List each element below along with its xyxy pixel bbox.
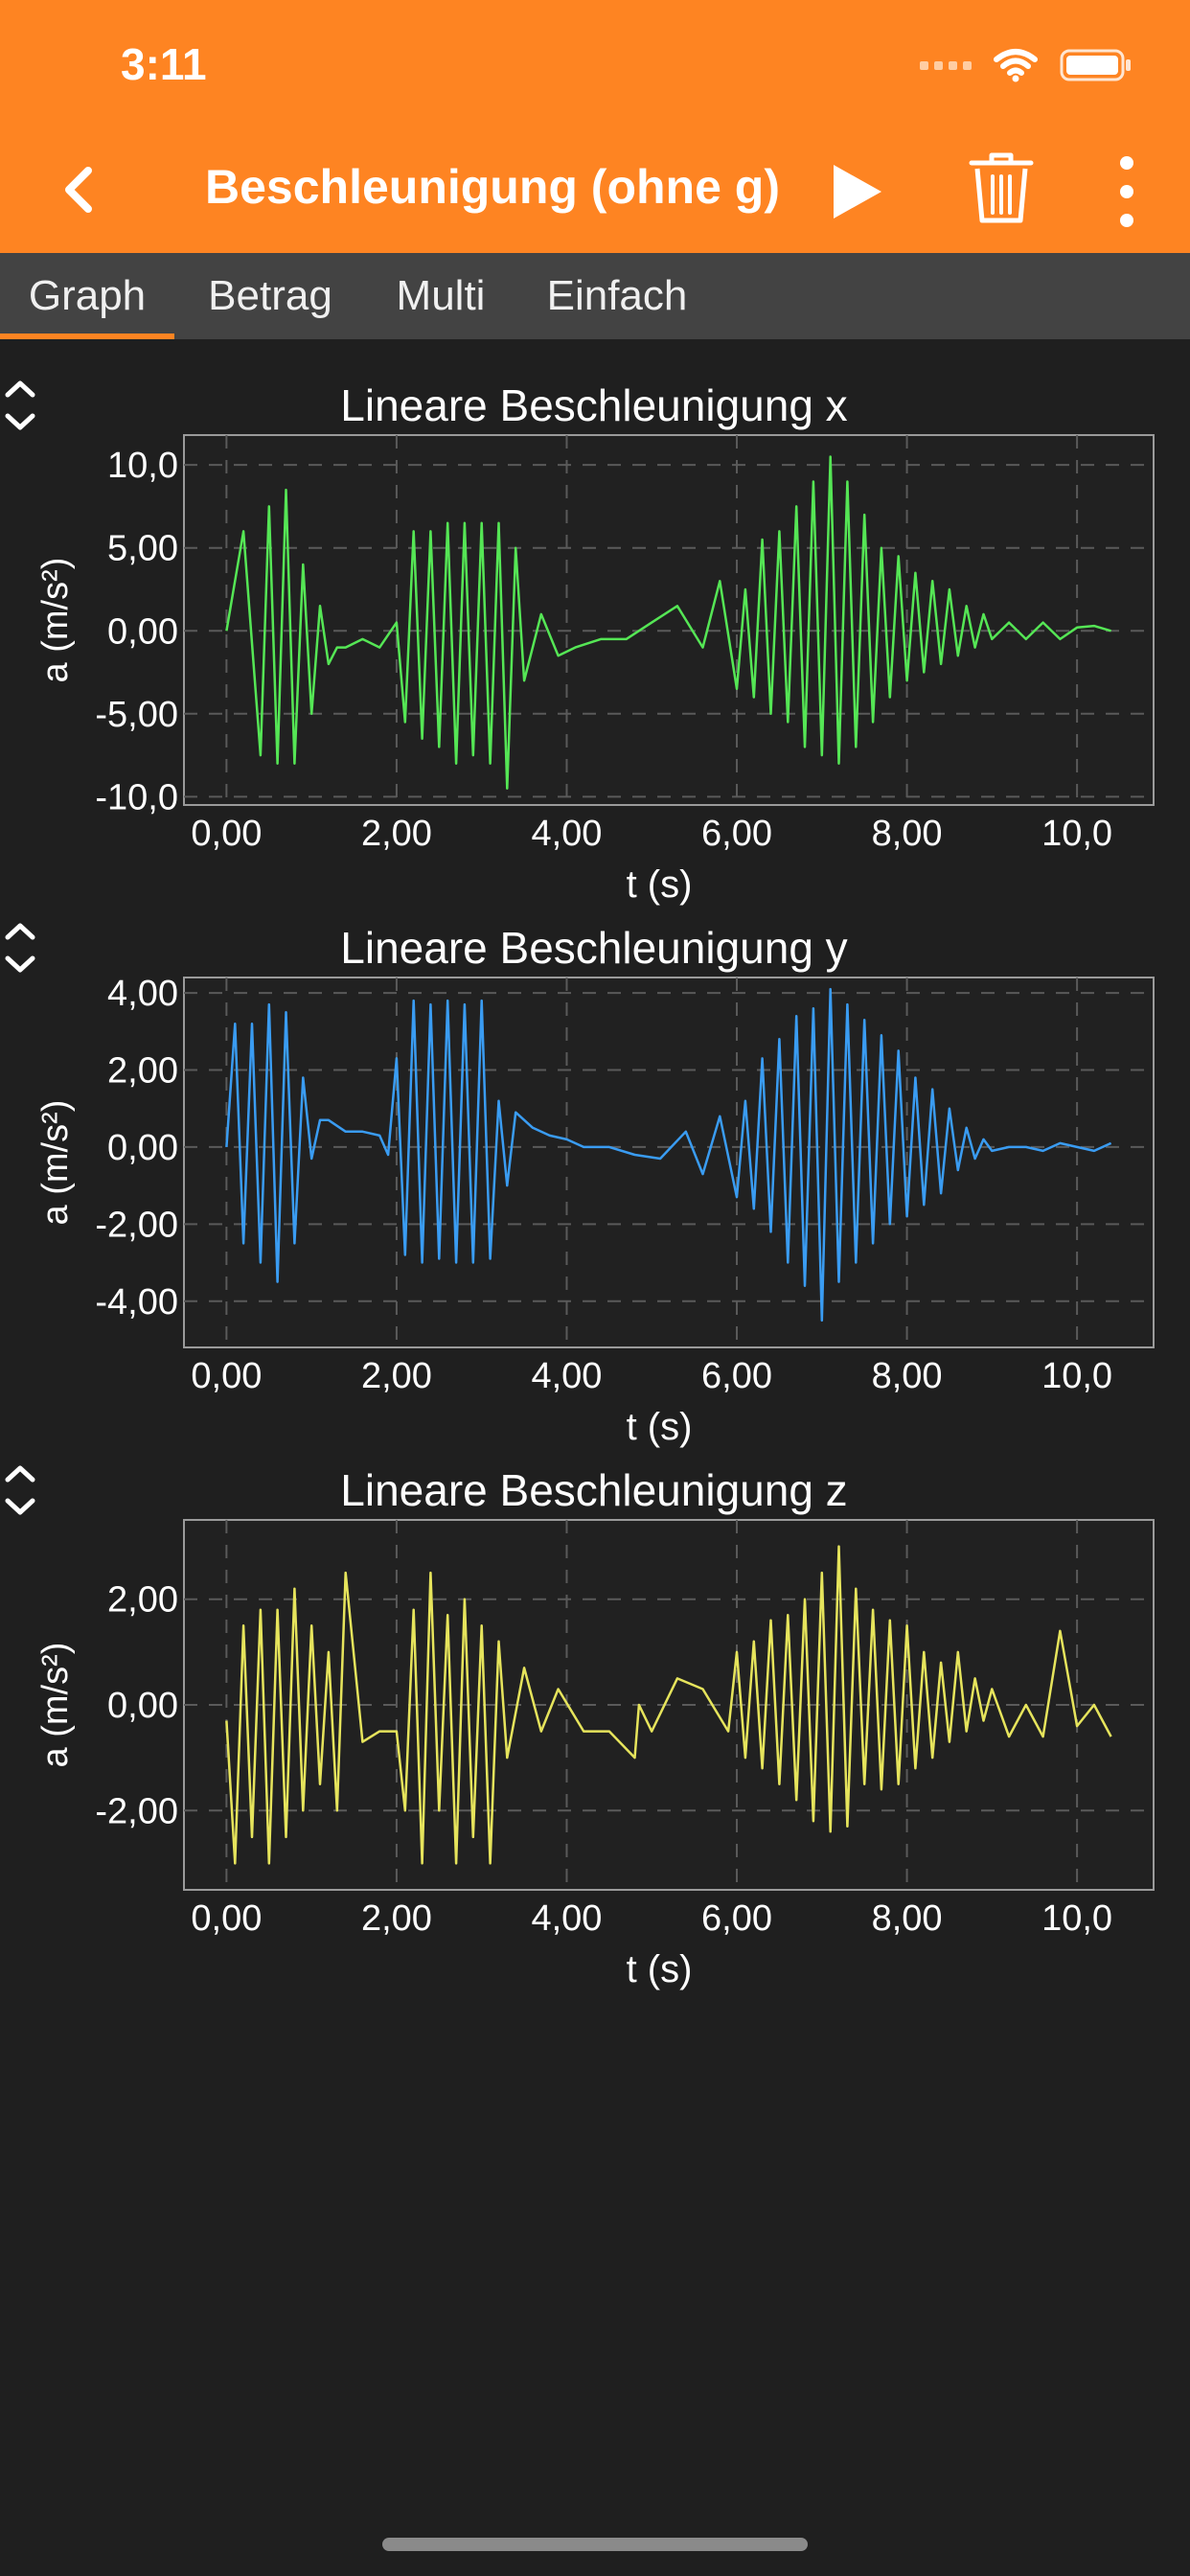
x-tick-label: 8,00 bbox=[872, 1898, 943, 1939]
more-options-button[interactable] bbox=[1111, 153, 1142, 230]
x-tick-label: 4,00 bbox=[531, 814, 602, 854]
y-axis-label: a (m/s²) bbox=[35, 1643, 76, 1768]
x-tick-label: 4,00 bbox=[531, 1356, 602, 1396]
y-tick-label: 10,0 bbox=[107, 446, 178, 486]
plot-frame bbox=[183, 434, 1155, 806]
tab-betrag[interactable]: Betrag bbox=[208, 272, 332, 319]
play-button[interactable] bbox=[826, 159, 887, 224]
x-tick-label: 10,0 bbox=[1041, 814, 1112, 854]
x-tick-label: 8,00 bbox=[872, 814, 943, 854]
x-tick-label: 6,00 bbox=[701, 1898, 772, 1939]
battery-icon bbox=[1060, 49, 1131, 81]
y-axis-label: a (m/s²) bbox=[35, 558, 76, 683]
x-tick-label: 2,00 bbox=[361, 1356, 432, 1396]
wifi-icon bbox=[994, 49, 1038, 82]
signal-icon bbox=[920, 60, 972, 70]
y-tick-label: -2,00 bbox=[95, 1205, 178, 1245]
status-time: 3:11 bbox=[121, 39, 207, 89]
chart-acceleration-x: Lineare Beschleunigung x 0,00 2,00 4,00 6,0… bbox=[0, 374, 1190, 916]
y-tick-label: 5,00 bbox=[107, 529, 178, 569]
trash-button[interactable] bbox=[968, 150, 1035, 226]
chart-plot: 0,00 2,00 4,00 6,00 8,00 10,0 4,00 2,00 0,00 -2,0… bbox=[35, 974, 1155, 1448]
chart-plot: 0,00 2,00 4,00 6,00 8,00 10,0 10,0 5,00 0,00 -5,0… bbox=[35, 434, 1155, 906]
x-tick-label: 8,00 bbox=[872, 1356, 943, 1396]
x-axis-label: t (s) bbox=[627, 1406, 693, 1448]
x-tick-label: 10,0 bbox=[1041, 1356, 1112, 1396]
y-tick-label: -10,0 bbox=[95, 777, 178, 817]
tab-graph[interactable]: Graph bbox=[0, 253, 174, 339]
page-title: Beschleunigung (ohne g) bbox=[205, 160, 780, 214]
chart-acceleration-z: Lineare Beschleunigung z 0,00 2,00 4,00 6,0… bbox=[0, 1459, 1190, 2001]
y-axis-label: a (m/s²) bbox=[35, 1100, 76, 1226]
tab-bar: Graph Betrag Multi Einfach bbox=[0, 253, 1190, 339]
x-tick-label: 2,00 bbox=[361, 814, 432, 854]
y-tick-label: -4,00 bbox=[95, 1282, 178, 1322]
app-bar: 3:11 Beschleunigung (ohne g) bbox=[0, 0, 1190, 253]
plot-frame bbox=[183, 977, 1155, 1348]
tab-einfach[interactable]: Einfach bbox=[546, 272, 688, 319]
status-icons bbox=[920, 46, 1133, 84]
series-line bbox=[225, 1545, 1112, 1865]
y-tick-label: -5,00 bbox=[95, 695, 178, 735]
tab-multi[interactable]: Multi bbox=[396, 272, 486, 319]
x-axis-label: t (s) bbox=[627, 863, 693, 906]
x-tick-label: 0,00 bbox=[191, 1356, 262, 1396]
chart-title: Lineare Beschleunigung z bbox=[340, 1465, 848, 1515]
y-tick-label: 2,00 bbox=[107, 1051, 178, 1092]
back-button[interactable] bbox=[50, 155, 107, 224]
y-tick-label: 2,00 bbox=[107, 1580, 178, 1621]
x-tick-label: 6,00 bbox=[701, 1356, 772, 1396]
y-tick-label: 0,00 bbox=[107, 1128, 178, 1168]
chart-title: Lineare Beschleunigung x bbox=[340, 380, 848, 430]
chart-acceleration-y: Lineare Beschleunigung y 0,00 2,00 4,00 6,0… bbox=[0, 916, 1190, 1459]
x-tick-label: 0,00 bbox=[191, 814, 262, 854]
series-line bbox=[225, 987, 1112, 1322]
y-tick-label: -2,00 bbox=[95, 1791, 178, 1831]
chevron-up-down-icon[interactable] bbox=[0, 916, 40, 979]
y-tick-label: 0,00 bbox=[107, 1686, 178, 1726]
x-tick-label: 4,00 bbox=[531, 1898, 602, 1939]
chart-title: Lineare Beschleunigung y bbox=[340, 923, 848, 973]
chevron-up-down-icon[interactable] bbox=[0, 374, 40, 437]
x-tick-label: 0,00 bbox=[191, 1898, 262, 1939]
chart-plot: 0,00 2,00 4,00 6,00 8,00 10,0 2,00 0,00 -2,00 t (… bbox=[35, 1519, 1155, 1990]
x-tick-label: 6,00 bbox=[701, 814, 772, 854]
x-tick-label: 2,00 bbox=[361, 1898, 432, 1939]
x-tick-label: 10,0 bbox=[1041, 1898, 1112, 1939]
y-tick-label: 0,00 bbox=[107, 611, 178, 652]
x-axis-label: t (s) bbox=[627, 1948, 693, 1990]
chevron-up-down-icon[interactable] bbox=[0, 1459, 40, 1522]
series-line bbox=[225, 455, 1111, 790]
home-indicator[interactable] bbox=[382, 2538, 808, 2551]
y-tick-label: 4,00 bbox=[107, 974, 178, 1014]
